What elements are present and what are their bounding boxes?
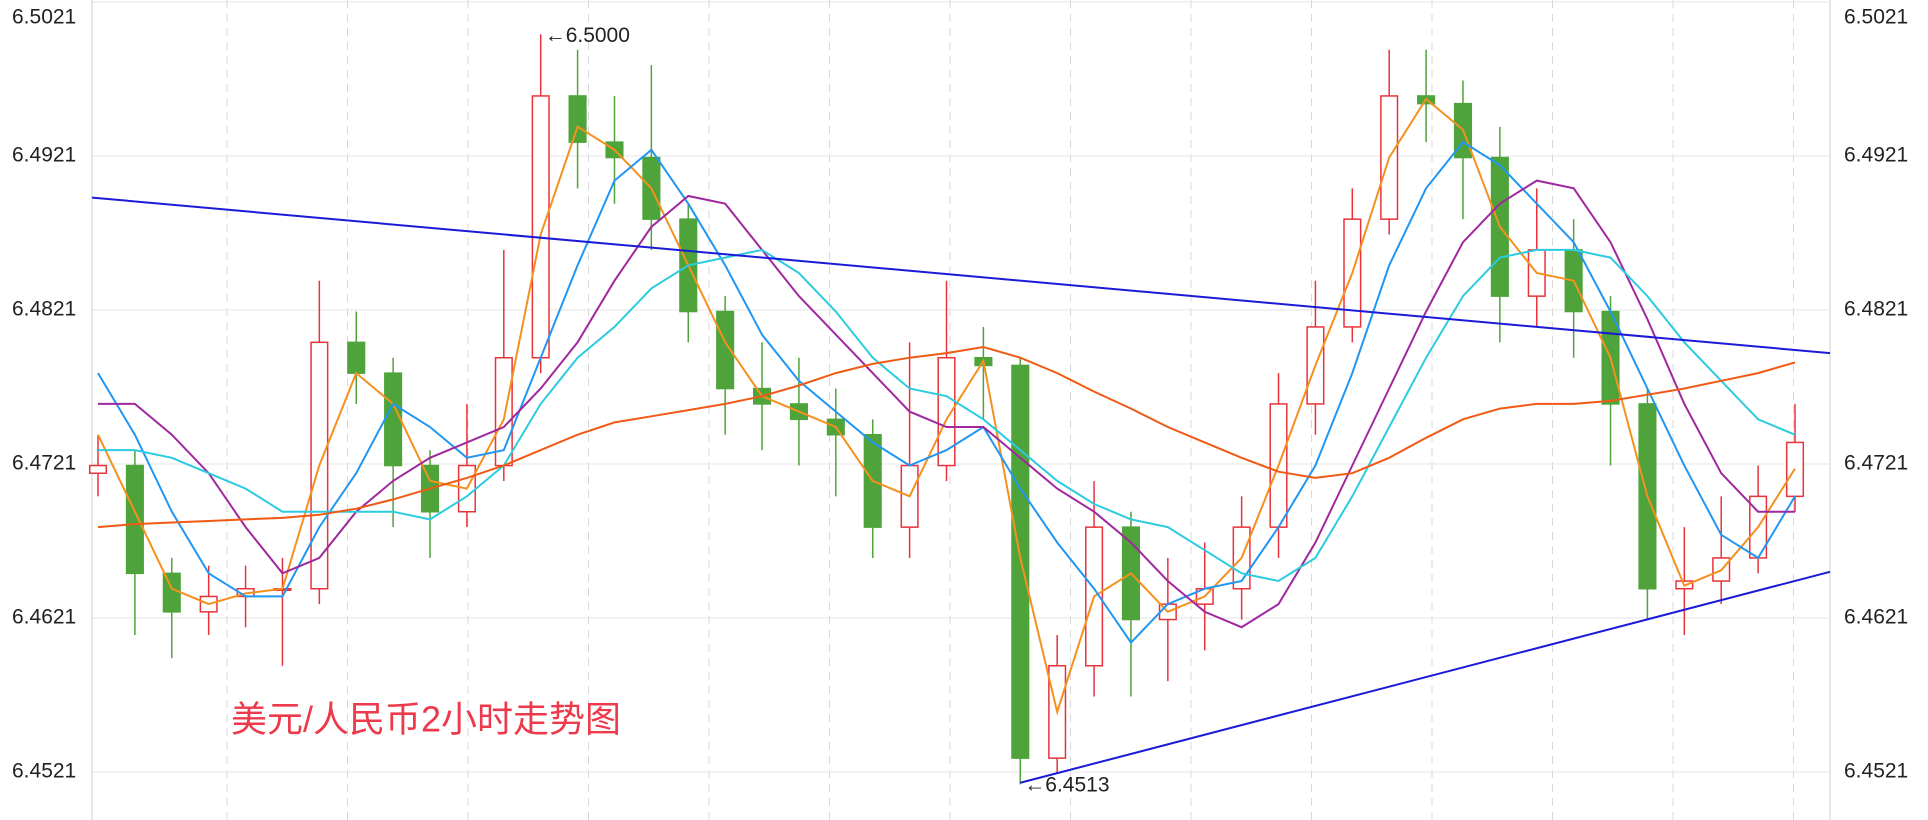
candle-body <box>162 572 181 613</box>
candle-body <box>347 341 366 374</box>
y-tick-label-right: 6.4721 <box>1844 452 1908 475</box>
candle-body <box>568 95 587 143</box>
y-tick-label: 6.4721 <box>12 452 76 475</box>
y-tick-label: 6.4821 <box>12 298 76 321</box>
y-tick-label-right: 6.4921 <box>1844 144 1908 167</box>
moving-average-line <box>98 179 1795 629</box>
y-tick-label-right: 6.4621 <box>1844 606 1908 629</box>
candle-body <box>384 372 403 467</box>
candle-body <box>716 310 735 390</box>
y-tick-label-right: 6.4521 <box>1844 760 1908 783</box>
y-tick-label: 6.4921 <box>12 144 76 167</box>
candle-body <box>937 356 956 467</box>
y-tick-label: 6.4621 <box>12 606 76 629</box>
y-tick-label-right: 6.5021 <box>1844 6 1908 29</box>
annotation: ←6.4513 <box>1024 774 1109 797</box>
moving-average-line <box>97 97 1796 716</box>
moving-average-line <box>97 345 1796 529</box>
candle-body <box>88 464 108 474</box>
moving-average-line <box>97 140 1796 645</box>
candle-body <box>125 464 144 575</box>
chart-title: 美元/人民币2小时走势图 <box>231 699 621 740</box>
trend-line <box>91 196 1831 355</box>
annotation: ←6.5000 <box>545 24 630 47</box>
y-tick-label: 6.4521 <box>12 760 76 783</box>
moving-average-line <box>98 248 1796 583</box>
trend-line <box>1020 570 1831 784</box>
y-tick-label-right: 6.4821 <box>1844 298 1908 321</box>
y-tick-label: 6.5021 <box>12 6 76 29</box>
candle-body <box>531 95 550 359</box>
